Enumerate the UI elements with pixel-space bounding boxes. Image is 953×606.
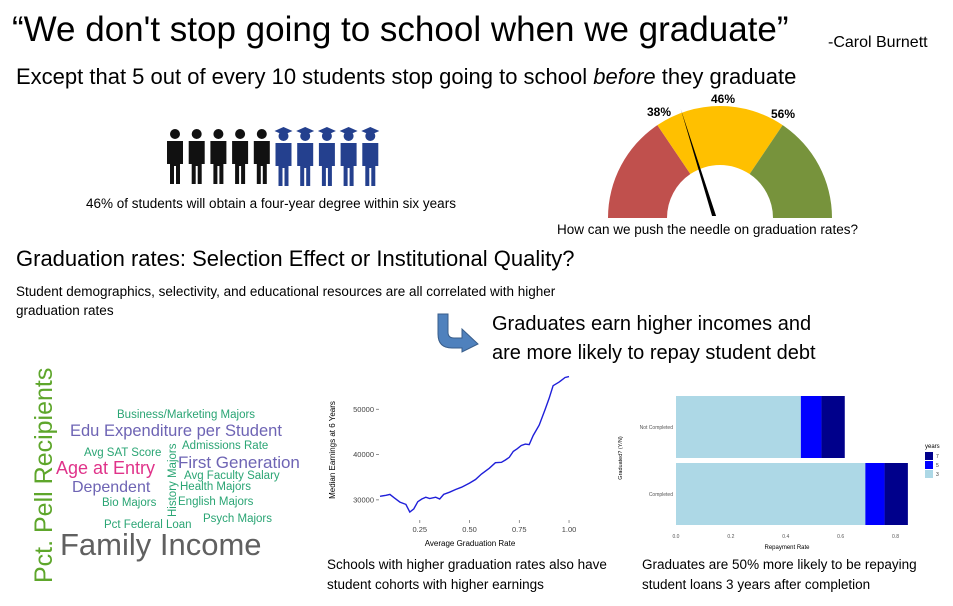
- bar-chart-category-label: Completed: [649, 492, 673, 498]
- word-business-marketing: Business/Marketing Majors: [117, 409, 255, 421]
- line-chart-ytick-label: 40000: [353, 450, 374, 459]
- curved-arrow-icon: [437, 313, 479, 353]
- students-caption: 46% of students will obtain a four-year …: [86, 196, 456, 211]
- subtitle-pre: Except that 5 out of every 10 students s…: [16, 64, 594, 89]
- bar-segment: [676, 396, 801, 458]
- gauge-label-low: 38%: [647, 105, 671, 119]
- bar-chart-xtick-label: 0.0: [673, 534, 680, 540]
- bar-chart-xtick-label: 0.2: [727, 534, 734, 540]
- word-health-majors: Health Majors: [180, 481, 251, 493]
- word-family-income: Family Income: [60, 527, 262, 562]
- section-body: Student demographics, selectivity, and e…: [16, 284, 556, 318]
- gauge-label-high: 56%: [771, 107, 795, 121]
- bar-chart-xtick-label: 0.8: [892, 534, 899, 540]
- bar-chart-legend-label: 3: [936, 472, 939, 478]
- line-chart-ytick-label: 30000: [353, 495, 374, 504]
- section-heading: Graduation rates: Selection Effect or In…: [16, 246, 575, 271]
- line-chart-ytick-label: 50000: [353, 405, 374, 414]
- bar-chart-legend-swatch: [925, 461, 933, 469]
- bar-chart-category-label: Not Completed: [640, 425, 674, 431]
- line-chart-caption-1: Schools with higher graduation rates als…: [327, 557, 607, 572]
- bar-segment: [800, 396, 822, 458]
- gauge-caption: How can we push the needle on graduation…: [557, 222, 858, 237]
- line-chart-xtick-label: 1.00: [562, 525, 577, 534]
- callout-line-1: Graduates earn higher incomes and: [492, 313, 812, 335]
- graduate-icon: [317, 127, 336, 186]
- word-bio-majors: Bio Majors: [102, 497, 157, 509]
- word-age-at-entry: Age at Entry: [56, 458, 155, 478]
- bar-chart-legend-swatch: [925, 470, 933, 478]
- word-dependent: Dependent: [72, 479, 151, 496]
- bar-chart-xlabel: Repayment Rate: [764, 545, 810, 551]
- bar-chart-legend-label: 7: [936, 454, 939, 460]
- gauge-segment-high: [749, 125, 832, 218]
- graduate-icon: [296, 127, 315, 186]
- bar-segment: [676, 463, 866, 525]
- callout-text: Graduates earn higher incomes and are mo…: [492, 310, 912, 368]
- bar-segment: [821, 396, 845, 458]
- bar-segment: [865, 463, 885, 525]
- word-edu-expenditure: Edu Expenditure per Student: [70, 422, 282, 440]
- graduate-icon: [361, 127, 380, 186]
- line-chart-xlabel: Average Graduation Rate: [425, 539, 516, 548]
- line-chart-xtick-label: 0.75: [512, 525, 527, 534]
- student-icon: [232, 129, 249, 184]
- line-chart-xtick-label: 0.25: [412, 525, 427, 534]
- student-icon: [210, 129, 227, 184]
- word-cloud: Pct. Pell Recipients Business/Marketing …: [30, 368, 300, 583]
- bar-chart-caption-1: Graduates are 50% more likely to be repa…: [642, 557, 917, 572]
- word-pct-federal-loan: Pct Federal Loan: [104, 519, 192, 531]
- word-psych-majors: Psych Majors: [203, 513, 272, 525]
- word-avg-faculty-salary: Avg Faculty Salary: [184, 470, 280, 482]
- earnings-line-chart: Median Earnings at 6 Years Average Gradu…: [328, 375, 577, 548]
- student-icon: [188, 129, 205, 184]
- gauge-segment-mid: [657, 106, 783, 175]
- bar-chart-legend-title: years: [925, 444, 940, 450]
- graduation-gauge: 38% 46% 56%: [608, 92, 832, 218]
- student-icon: [167, 129, 183, 184]
- bar-chart-xtick-label: 0.4: [782, 534, 789, 540]
- bar-segment: [884, 463, 908, 525]
- bar-chart-caption: Graduates are 50% more likely to be repa…: [642, 555, 917, 595]
- subtitle-emphasis: before: [593, 64, 656, 89]
- student-icons: [167, 127, 380, 186]
- student-icon: [253, 129, 270, 184]
- word-history-majors: History Majors: [167, 443, 179, 517]
- line-chart-series: [379, 375, 570, 514]
- line-chart-caption: Schools with higher graduation rates als…: [327, 555, 607, 595]
- subtitle-post: they graduate: [655, 64, 797, 89]
- word-admissions-rate: Admissions Rate: [182, 440, 268, 452]
- gauge-label-value: 46%: [711, 92, 735, 106]
- bar-chart-legend-label: 5: [936, 463, 939, 469]
- line-chart-caption-2: student cohorts with higher earnings: [327, 577, 544, 592]
- word-first-generation: First Generation: [178, 453, 300, 472]
- graduate-icon: [339, 127, 358, 186]
- word-english-majors: English Majors: [178, 496, 254, 508]
- bar-chart-ylabel: Graduated? (Y/N): [618, 436, 624, 480]
- bar-chart-xtick-label: 0.6: [837, 534, 844, 540]
- line-chart-ylabel: Median Earnings at 6 Years: [328, 401, 337, 499]
- repayment-bar-chart: Graduated? (Y/N) Repayment Rate years No…: [618, 393, 940, 551]
- gauge-segment-low: [608, 125, 691, 218]
- line-chart-xtick-label: 0.50: [462, 525, 477, 534]
- graduate-icon: [274, 127, 293, 186]
- quote-author: -Carol Burnett: [828, 34, 928, 51]
- bar-chart-caption-2: student loans 3 years after completion: [642, 577, 871, 592]
- callout-line-2: are more likely to repay student debt: [492, 342, 816, 364]
- subtitle: Except that 5 out of every 10 students s…: [16, 64, 796, 90]
- bar-chart-legend-swatch: [925, 452, 933, 460]
- word-avg-sat: Avg SAT Score: [84, 447, 161, 459]
- word-pell-recipients: Pct. Pell Recipients: [30, 368, 58, 583]
- quote-title: “We don't stop going to school when we g…: [12, 10, 789, 49]
